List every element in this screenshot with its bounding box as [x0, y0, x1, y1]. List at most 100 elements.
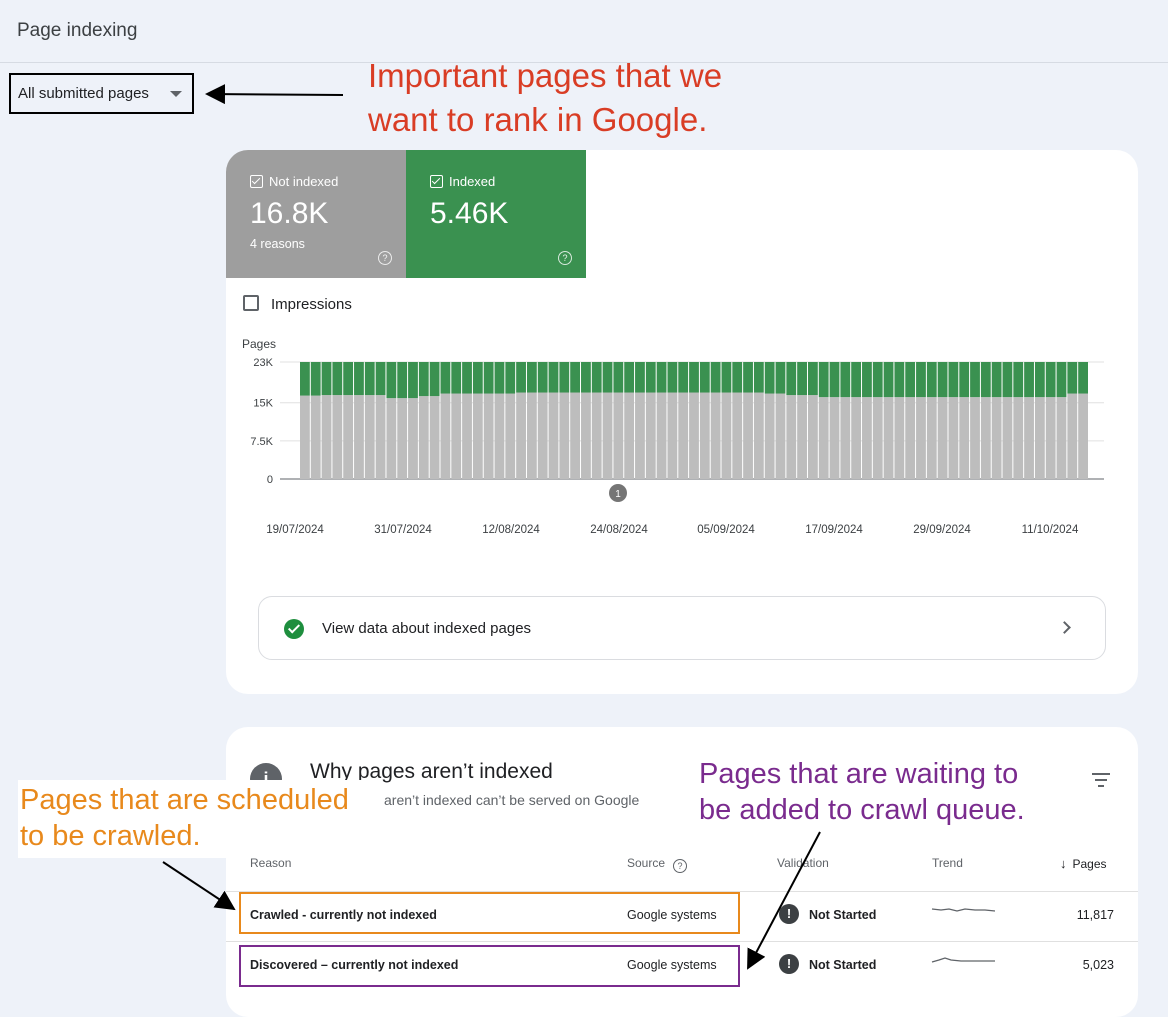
bar-indexed	[1078, 362, 1088, 394]
y-tick-label: 23K	[253, 357, 273, 369]
bar-indexed	[1034, 362, 1045, 398]
bar-not-indexed	[851, 397, 862, 479]
bar-not-indexed	[894, 397, 905, 479]
bar-not-indexed	[689, 392, 699, 479]
view-indexed-label: View data about indexed pages	[322, 620, 532, 637]
bar-indexed	[354, 362, 364, 396]
bar-indexed	[505, 362, 516, 394]
bar-not-indexed	[559, 392, 570, 479]
x-tick-label: 12/08/2024	[482, 524, 540, 536]
page-title: Page indexing	[17, 20, 138, 41]
filter-icon[interactable]	[1092, 773, 1110, 791]
trend-sparkline	[931, 908, 996, 912]
bar-indexed	[321, 362, 332, 396]
bar-not-indexed	[970, 397, 980, 479]
bar-not-indexed	[429, 396, 440, 479]
bar-indexed	[851, 362, 862, 398]
not-indexed-tile[interactable]: Not indexed 16.8K 4 reasons ?	[226, 150, 406, 278]
trend-sparkline	[931, 957, 995, 963]
annotation-marker	[609, 484, 627, 502]
bar-not-indexed	[829, 397, 840, 479]
bar-not-indexed	[451, 393, 462, 479]
bar-not-indexed	[397, 398, 408, 479]
bar-not-indexed	[1002, 397, 1013, 479]
bar-not-indexed	[807, 395, 818, 479]
col-header-source-label: Source	[627, 856, 666, 870]
indexed-count: 5.46K	[430, 197, 509, 230]
why-title: Why pages aren’t indexed	[310, 760, 553, 783]
bar-indexed	[732, 362, 743, 393]
bar-not-indexed	[656, 392, 667, 479]
bar-indexed	[472, 362, 483, 394]
bar-indexed	[872, 362, 883, 398]
bar-indexed	[364, 362, 375, 396]
row-validation: Not Started	[809, 908, 877, 922]
help-icon[interactable]: ?	[378, 251, 392, 265]
x-tick-label: 31/07/2024	[374, 524, 432, 536]
bar-not-indexed	[321, 395, 332, 479]
bar-not-indexed	[635, 392, 645, 479]
bar-indexed	[797, 362, 807, 396]
submitted-pages-dropdown[interactable]: All submitted pages	[9, 73, 194, 114]
col-header-source: Source?	[627, 856, 688, 873]
bar-indexed	[397, 362, 408, 399]
bar-not-indexed	[937, 397, 948, 479]
help-icon[interactable]: ?	[558, 251, 572, 265]
bar-indexed	[807, 362, 818, 396]
x-tick-label: 29/09/2024	[913, 524, 971, 536]
bar-indexed	[970, 362, 980, 398]
bar-not-indexed	[462, 393, 472, 479]
table-row[interactable]: Crawled - currently not indexed Google s…	[226, 892, 1138, 941]
bar-not-indexed	[505, 393, 516, 479]
col-header-pages[interactable]: ↓ Pages	[1060, 856, 1107, 871]
bar-not-indexed	[591, 392, 602, 479]
bar-indexed	[1002, 362, 1013, 398]
bar-not-indexed	[386, 398, 397, 479]
annotation-line: Pages that are scheduled	[20, 784, 349, 816]
col-header-pages-label: Pages	[1072, 857, 1107, 871]
bar-not-indexed	[332, 395, 343, 479]
indexing-summary-card: Not indexed 16.8K 4 reasons ? Indexed 5.…	[226, 150, 1138, 694]
bar-indexed	[937, 362, 948, 398]
bar-indexed	[905, 362, 916, 398]
header-divider	[0, 62, 1168, 63]
bar-not-indexed	[408, 398, 418, 479]
row-validation: Not Started	[809, 958, 877, 972]
bar-indexed	[386, 362, 397, 399]
bar-indexed	[483, 362, 494, 394]
bar-indexed	[862, 362, 872, 398]
bar-indexed	[429, 362, 440, 397]
y-tick-label: 7.5K	[250, 436, 273, 448]
bar-not-indexed	[516, 392, 526, 479]
bar-indexed	[526, 362, 537, 393]
indexing-chart: Pages 0 7.5K 15K 23K 1 19/07/2024 31/07/2024 12/…	[242, 337, 1104, 536]
help-icon[interactable]: ?	[673, 859, 688, 873]
bar-not-indexed	[905, 397, 916, 479]
bar-indexed	[775, 362, 786, 394]
view-indexed-pages-row[interactable]: View data about indexed pages	[258, 596, 1106, 660]
bar-not-indexed	[1078, 393, 1088, 479]
bar-indexed	[408, 362, 418, 399]
bar-not-indexed	[948, 397, 959, 479]
bar-indexed	[959, 362, 970, 398]
bar-indexed	[656, 362, 667, 393]
bar-indexed	[710, 362, 721, 393]
arrow-to-crawled-row	[162, 861, 236, 911]
indexed-tile[interactable]: Indexed 5.46K ?	[406, 150, 586, 278]
col-header-validation: Validation	[777, 856, 829, 870]
not-indexed-reasons: 4 reasons	[250, 237, 305, 251]
bar-not-indexed	[537, 392, 548, 479]
bar-not-indexed	[872, 397, 883, 479]
row-reason: Discovered – currently not indexed	[250, 958, 459, 972]
bar-not-indexed	[721, 392, 732, 479]
bar-indexed	[570, 362, 581, 393]
arrow-to-dropdown	[205, 84, 344, 105]
x-tick-label: 11/10/2024	[1022, 524, 1079, 536]
impressions-checkbox[interactable]	[243, 295, 259, 311]
bar-indexed	[764, 362, 775, 394]
bar-indexed	[548, 362, 559, 393]
bar-indexed	[624, 362, 635, 393]
chevron-right-icon	[1058, 621, 1071, 634]
bar-indexed	[1045, 362, 1056, 398]
bar-not-indexed	[1045, 397, 1056, 479]
